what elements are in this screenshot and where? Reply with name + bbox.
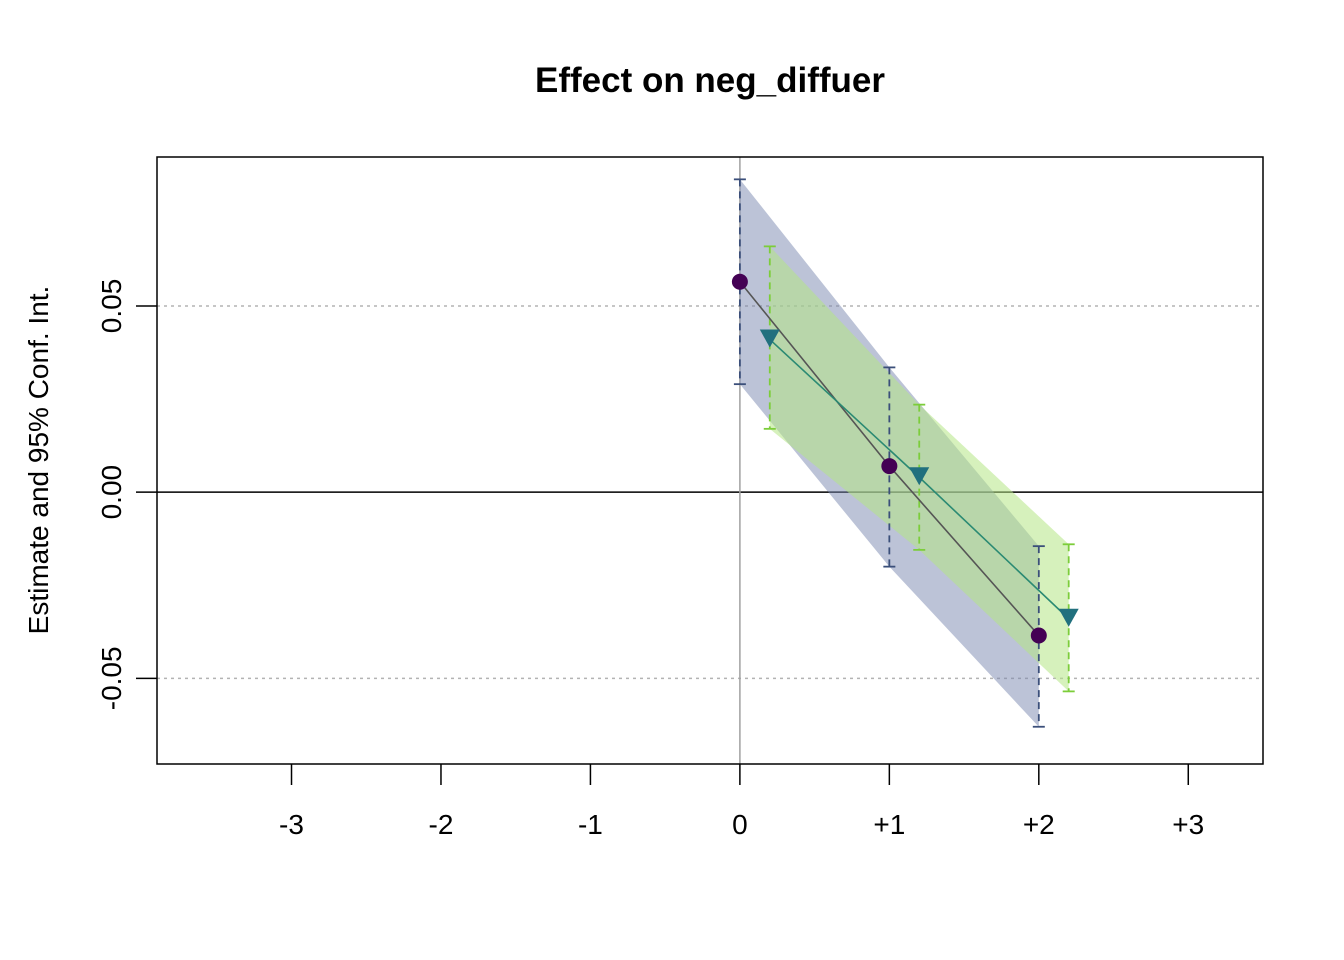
x-tick-label-4: +1	[873, 809, 905, 840]
plot-inner	[157, 157, 1263, 764]
x-tick-label-1: -2	[429, 809, 454, 840]
plot-frame	[156, 156, 1264, 765]
x-tick-label-0: -3	[279, 809, 304, 840]
y-tick-label-1: 0.00	[96, 465, 127, 520]
y-axis-label: Estimate and 95% Conf. Int.	[23, 286, 54, 635]
chart-title: Effect on neg_diffuer	[535, 61, 885, 100]
y-tick-label-2: 0.05	[96, 279, 127, 334]
x-tick-label-6: +3	[1172, 809, 1204, 840]
point-marker-1-1	[909, 467, 930, 486]
point-marker-0-0	[731, 273, 748, 290]
point-marker-0-1	[881, 458, 898, 475]
x-tick-label-2: -1	[578, 809, 603, 840]
x-tick-label-3: 0	[732, 809, 748, 840]
point-marker-0-2	[1030, 627, 1047, 644]
x-tick-label-5: +2	[1023, 809, 1055, 840]
point-marker-1-2	[1058, 608, 1079, 627]
plot-area: -3 -2 -1 0 +1 +2 +3 -0.05 0.00 0.05	[96, 156, 1264, 840]
y-tick-label-0: -0.05	[96, 646, 127, 710]
point-marker-1-0	[759, 329, 780, 348]
